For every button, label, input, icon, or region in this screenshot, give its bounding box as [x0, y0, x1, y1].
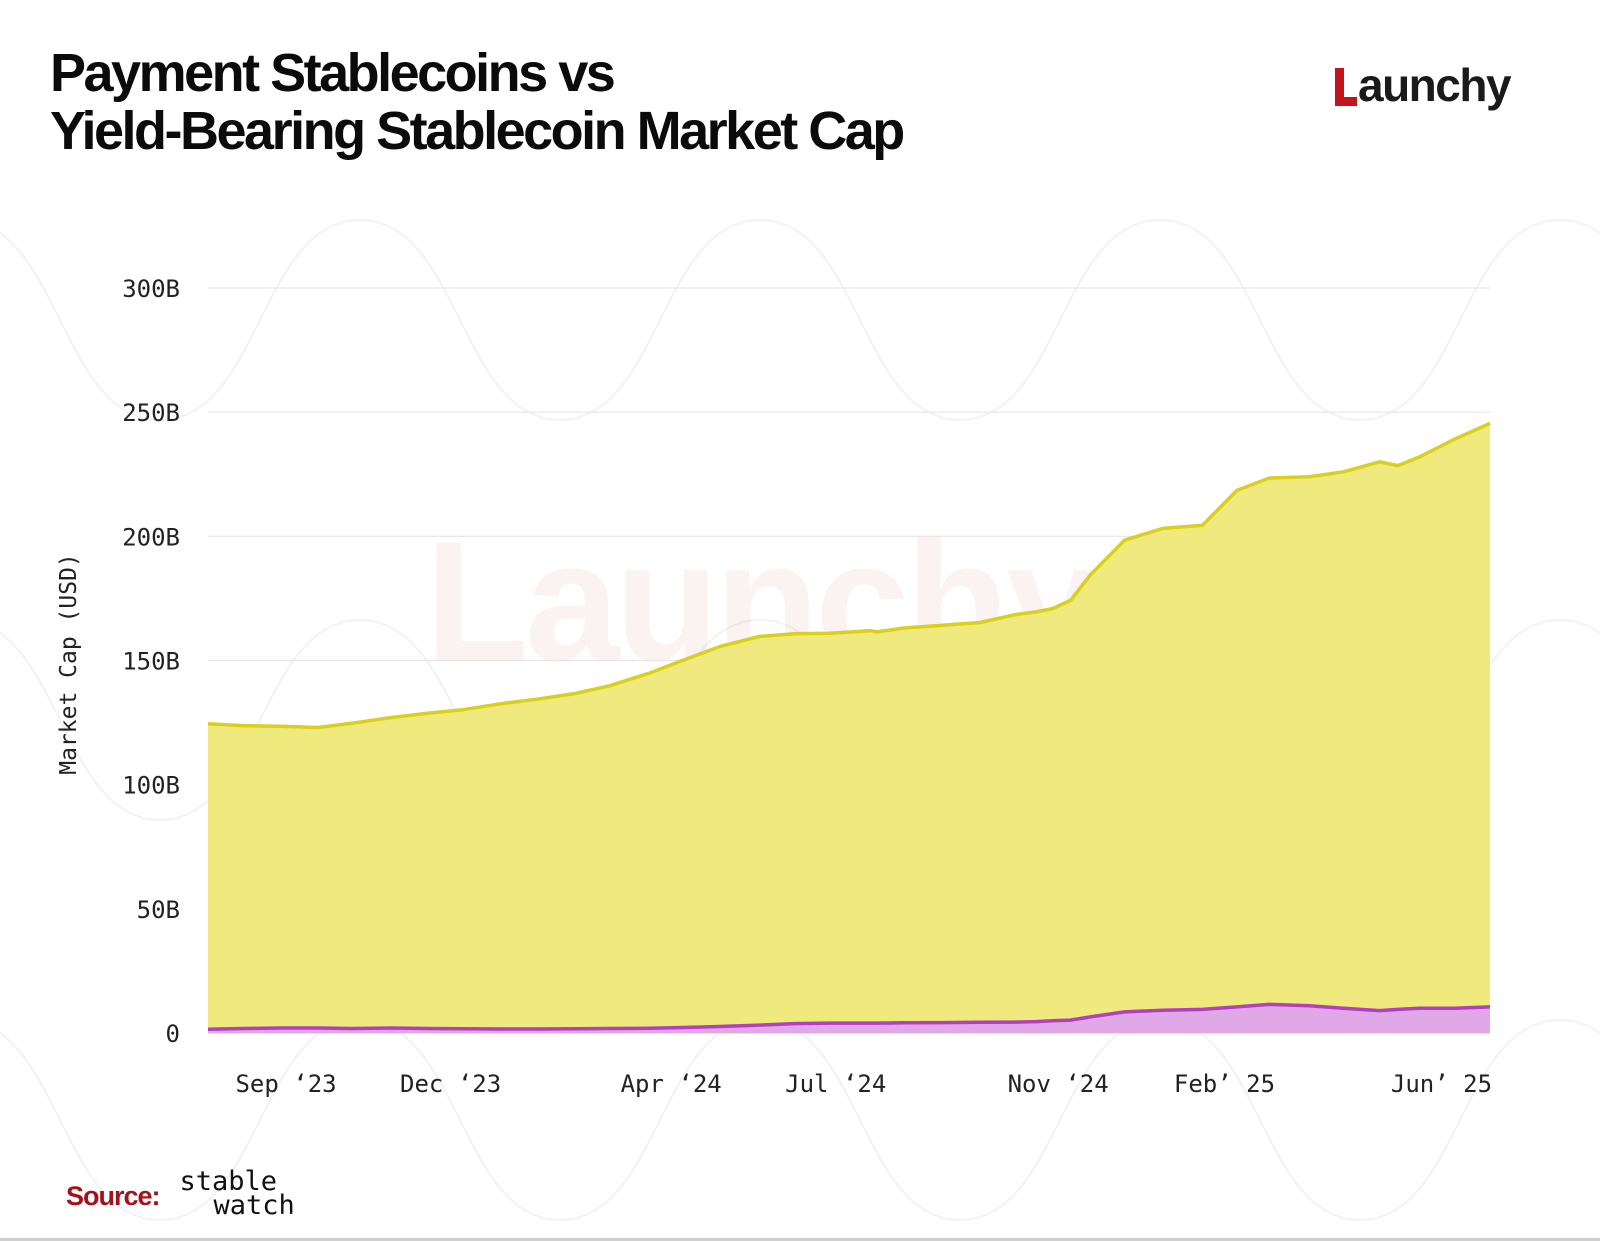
x-tick-label: Dec ‘23 — [400, 1070, 501, 1098]
chart-title-line-1: Payment Stablecoins vs — [50, 43, 616, 103]
x-tick-label: Sep ‘23 — [235, 1070, 336, 1098]
y-tick-label: 300B — [122, 275, 180, 303]
x-tick-label: Feb’ 25 — [1174, 1070, 1275, 1098]
payment-stablecoins-line — [207, 421, 1491, 730]
y-tick-label: 0 — [166, 1020, 180, 1048]
payment-stablecoins-area — [208, 423, 1490, 1030]
launchy-logo-mark — [1332, 64, 1357, 108]
stablewatch-logo: stable watch — [179, 1166, 295, 1221]
x-tick-label: Jul ‘24 — [785, 1070, 886, 1098]
y-tick-label: 50B — [137, 896, 180, 924]
y-axis-title: Market Cap (USD) — [56, 553, 82, 775]
x-tick-label: Jun’ 25 — [1391, 1070, 1492, 1098]
bottom-rule — [0, 1238, 1600, 1241]
chart-title: Payment Stablecoins vs Yield-Bearing Sta… — [50, 43, 905, 161]
chart-title-line-2: Yield-Bearing Stablecoin Market Cap — [50, 101, 905, 161]
x-axis: Sep ‘23 Dec ‘23 Apr ‘24 Jul ‘24 Nov ‘24 Feb’ … — [235, 1070, 1492, 1098]
y-tick-label: 250B — [122, 399, 180, 427]
launchy-logo: aunchy — [1332, 48, 1512, 111]
stablewatch-logo-line-1: stable — [179, 1166, 278, 1197]
yield-bearing-line — [207, 1002, 1491, 1032]
y-tick-label: 150B — [122, 648, 180, 676]
stablewatch-logo-line-2: watch — [213, 1190, 295, 1221]
x-tick-label: Nov ‘24 — [1008, 1070, 1109, 1098]
chart-areas — [207, 421, 1491, 1033]
y-tick-label: 200B — [122, 523, 180, 551]
launchy-logo-text: aunchy — [1358, 59, 1512, 111]
x-tick-label: Apr ‘24 — [621, 1070, 722, 1098]
source-label: Source: — [66, 1180, 161, 1211]
source-credit: Source: stable watch — [66, 1166, 295, 1221]
y-axis: 0 50B 100B 150B 200B 250B 300B — [122, 275, 180, 1048]
y-tick-label: 100B — [122, 772, 180, 800]
